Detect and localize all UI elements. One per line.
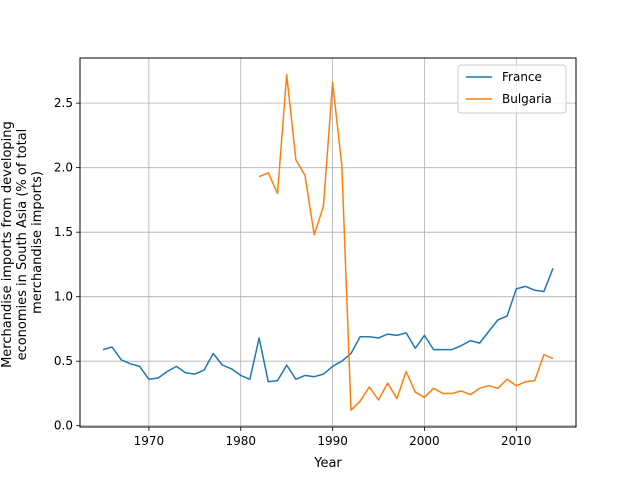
x-tick-label: 1970 (134, 434, 165, 448)
y-tick-label: 1.0 (54, 290, 73, 304)
y-tick-label: 0.5 (54, 354, 73, 368)
legend-label-bulgaria: Bulgaria (502, 92, 552, 106)
y-axis-label: Merchandise imports from developing econ… (0, 117, 45, 368)
plot-frame (79, 57, 577, 428)
x-axis-label: Year (313, 456, 342, 471)
y-axis-label-line-1: Merchandise imports from developing (0, 121, 15, 368)
y-tick-label: 2.0 (54, 161, 73, 175)
legend-label-france: France (502, 70, 542, 84)
y-tick-label: 0.0 (54, 419, 73, 433)
x-tick-label: 2000 (409, 434, 440, 448)
y-axis-ticks: 0.0 0.5 1.0 1.5 2.0 2.5 (54, 96, 80, 433)
series-line-france (102, 268, 554, 383)
grid-lines (80, 58, 576, 427)
y-tick-label: 1.5 (54, 225, 73, 239)
x-tick-label: 2010 (501, 434, 532, 448)
series-line-bulgaria (258, 74, 554, 411)
legend: France Bulgaria (457, 64, 567, 114)
y-axis-label-line-3: merchandise imports) (30, 171, 45, 314)
x-tick-label: 1980 (225, 434, 256, 448)
x-tick-label: 1990 (317, 434, 348, 448)
series-lines (102, 74, 554, 411)
y-tick-label: 2.5 (54, 96, 73, 110)
x-axis-ticks: 1970 1980 1990 2000 2010 (134, 427, 532, 448)
y-axis-label-line-2: economies in South Asia (% of total (15, 129, 30, 361)
